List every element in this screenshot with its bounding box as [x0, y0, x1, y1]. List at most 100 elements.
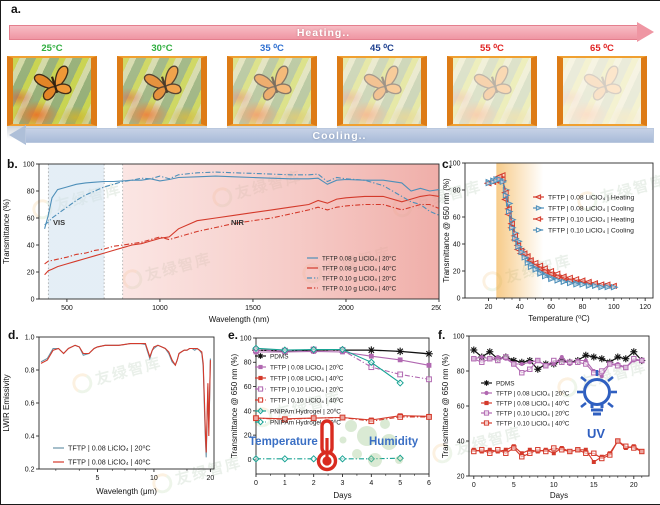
legend-e: PDMS TFTP | 0.08 LiClO₄ | 20⁰C TFTP | 0.08… [255, 353, 344, 426]
vis-region-label: VIS [53, 218, 66, 227]
sample-photo: 30°C [117, 43, 207, 139]
svg-text:10: 10 [550, 482, 558, 489]
svg-text:100: 100 [449, 160, 461, 167]
svg-text:TFTP | 0.08 LiClO₄ | 40⁰C: TFTP | 0.08 LiClO₄ | 40⁰C [68, 457, 151, 466]
svg-text:80: 80 [27, 188, 35, 195]
svg-text:10: 10 [150, 475, 158, 482]
svg-text:TFTP 0.10 g LiClO₄ | 40°C: TFTP 0.10 g LiClO₄ | 40°C [322, 284, 397, 292]
svg-text:5: 5 [398, 480, 402, 487]
haze-overlay [343, 58, 421, 124]
uv-annotation: UV [587, 426, 606, 441]
series-markers [253, 414, 432, 425]
legend-b: TFTP 0.08 g LiClO₄ | 20°C TFTP 0.08 g LiC… [307, 254, 397, 292]
panel-b-label: b. [7, 157, 18, 171]
sample-frame [557, 56, 647, 126]
legend-c: TFTP | 0.08 LiClO₄ | Heating TFTP | 0.08 … [533, 194, 634, 234]
svg-text:100: 100 [608, 304, 620, 311]
svg-text:2000: 2000 [338, 305, 354, 312]
sample-photo: 25°C [7, 43, 97, 139]
svg-text:1.0: 1.0 [25, 334, 35, 341]
cooling-arrowhead-icon [9, 125, 26, 145]
sample-temp-label: 30°C [151, 43, 173, 54]
svg-text:Transmittance (%): Transmittance (%) [2, 199, 11, 264]
svg-text:80: 80 [579, 304, 587, 311]
svg-text:TFTP | 0.10 LiClO₄ | 40⁰C: TFTP | 0.10 LiClO₄ | 40⁰C [270, 397, 344, 404]
svg-text:20: 20 [244, 433, 252, 440]
panel-e-chart: Temperature Humidity 0 1 2 3 4 5 6 0 20 40 60 80 100… [231, 326, 441, 504]
butterfly-icon [253, 65, 292, 101]
chart-svg-f: 0 5 10 15 20 20 40 60 80 100 Days Transmittance @ 6… [441, 333, 650, 500]
haze-overlay [563, 58, 641, 124]
svg-text:Wavelength (μm): Wavelength (μm) [96, 487, 157, 496]
svg-text:6: 6 [427, 480, 431, 487]
axes-d: 5 10 20 0.2 0.4 0.6 0.8 1.0 Wavelength (μm) LWIR … [2, 334, 214, 496]
svg-text:0.2: 0.2 [25, 466, 35, 473]
haze-overlay [233, 58, 311, 124]
svg-text:500: 500 [61, 305, 73, 312]
sample-photo: 35 ⁰C [227, 43, 317, 139]
svg-text:Wavelength (nm): Wavelength (nm) [209, 315, 270, 324]
thermometer-icon [316, 419, 338, 472]
sample-photo: 55 ⁰C [447, 43, 537, 139]
svg-text:TFTP | 0.08 LiClO₄ | 20⁰C: TFTP | 0.08 LiClO₄ | 20⁰C [270, 364, 344, 371]
svg-text:Transmittance @ 650 nm (%): Transmittance @ 650 nm (%) [231, 354, 239, 459]
svg-text:120: 120 [639, 304, 651, 311]
sample-frame [337, 56, 427, 126]
svg-text:TFTP 0.08 g LiClO₄ | 40°C: TFTP 0.08 g LiClO₄ | 40°C [322, 264, 397, 272]
sample-frame [227, 56, 317, 126]
svg-text:TFTP | 0.10 LiClO₄ | 20⁰C: TFTP | 0.10 LiClO₄ | 20⁰C [270, 386, 344, 393]
haze-overlay [13, 58, 91, 124]
svg-text:20: 20 [457, 473, 465, 480]
svg-text:15: 15 [590, 482, 598, 489]
panel-c-label: c. [442, 157, 453, 171]
svg-text:20: 20 [630, 482, 638, 489]
sample-temp-label: 35 ⁰C [260, 43, 284, 54]
humidity-bubbles-icon [339, 419, 403, 467]
haze-overlay [453, 58, 531, 124]
svg-text:2: 2 [312, 480, 316, 487]
svg-text:0: 0 [31, 296, 35, 303]
svg-text:80: 80 [457, 368, 465, 375]
sample-photo: 65 ⁰C [557, 43, 647, 139]
svg-text:80: 80 [244, 360, 252, 367]
svg-text:4: 4 [369, 480, 373, 487]
svg-text:0.6: 0.6 [25, 400, 35, 407]
svg-text:0.4: 0.4 [25, 433, 35, 440]
nir-region-label: NIR [231, 218, 244, 227]
svg-text:40: 40 [244, 408, 252, 415]
svg-text:20: 20 [207, 475, 215, 482]
svg-text:Transmittance @ 650 nm (%): Transmittance @ 650 nm (%) [442, 178, 451, 283]
svg-text:60: 60 [27, 215, 35, 222]
svg-text:40: 40 [27, 242, 35, 249]
axes-f: 0 5 10 15 20 20 40 60 80 100 Days Transmittance @ 6… [441, 333, 643, 500]
svg-text:40: 40 [516, 304, 524, 311]
svg-text:TFTP | 0.10 LiClO₄ | 20⁰C: TFTP | 0.10 LiClO₄ | 20⁰C [496, 410, 570, 417]
svg-text:0: 0 [472, 482, 476, 489]
svg-text:40: 40 [453, 241, 461, 248]
svg-text:60: 60 [453, 214, 461, 221]
svg-text:100: 100 [240, 335, 252, 342]
svg-text:0.8: 0.8 [25, 367, 35, 374]
svg-text:80: 80 [453, 187, 461, 194]
sample-temp-label: 45 ⁰C [370, 43, 394, 54]
sample-temp-label: 55 ⁰C [480, 43, 504, 54]
sample-frame [117, 56, 207, 126]
svg-text:100: 100 [453, 333, 465, 340]
svg-text:Transmittance @ 650 nm (%): Transmittance @ 650 nm (%) [441, 354, 450, 459]
svg-text:0: 0 [254, 480, 258, 487]
svg-text:TFTP | 0.08 LiClO₄ | 20⁰C: TFTP | 0.08 LiClO₄ | 20⁰C [68, 443, 151, 452]
series-markers [471, 438, 645, 462]
sample-frame [7, 56, 97, 126]
svg-text:1000: 1000 [152, 305, 168, 312]
svg-text:LWIR Emissivity: LWIR Emissivity [2, 374, 11, 431]
svg-text:PNIPAm Hydrogel | 40⁰C: PNIPAm Hydrogel | 40⁰C [270, 419, 341, 426]
chart-svg-d: 5 10 20 0.2 0.4 0.6 0.8 1.0 Wavelength (μm) LWIR … [2, 334, 215, 496]
svg-text:TFTP | 0.08 LiClO₄ | Cooling: TFTP | 0.08 LiClO₄ | Cooling [548, 205, 634, 212]
svg-text:TFTP | 0.10 LiClO₄ | 40⁰C: TFTP | 0.10 LiClO₄ | 40⁰C [496, 420, 570, 427]
svg-text:TFTP | 0.08 LiClO₄ | Heating: TFTP | 0.08 LiClO₄ | Heating [548, 194, 634, 201]
svg-text:0: 0 [457, 295, 461, 302]
svg-text:PDMS: PDMS [496, 380, 514, 387]
heating-arrow-label: Heating.. [296, 26, 351, 39]
